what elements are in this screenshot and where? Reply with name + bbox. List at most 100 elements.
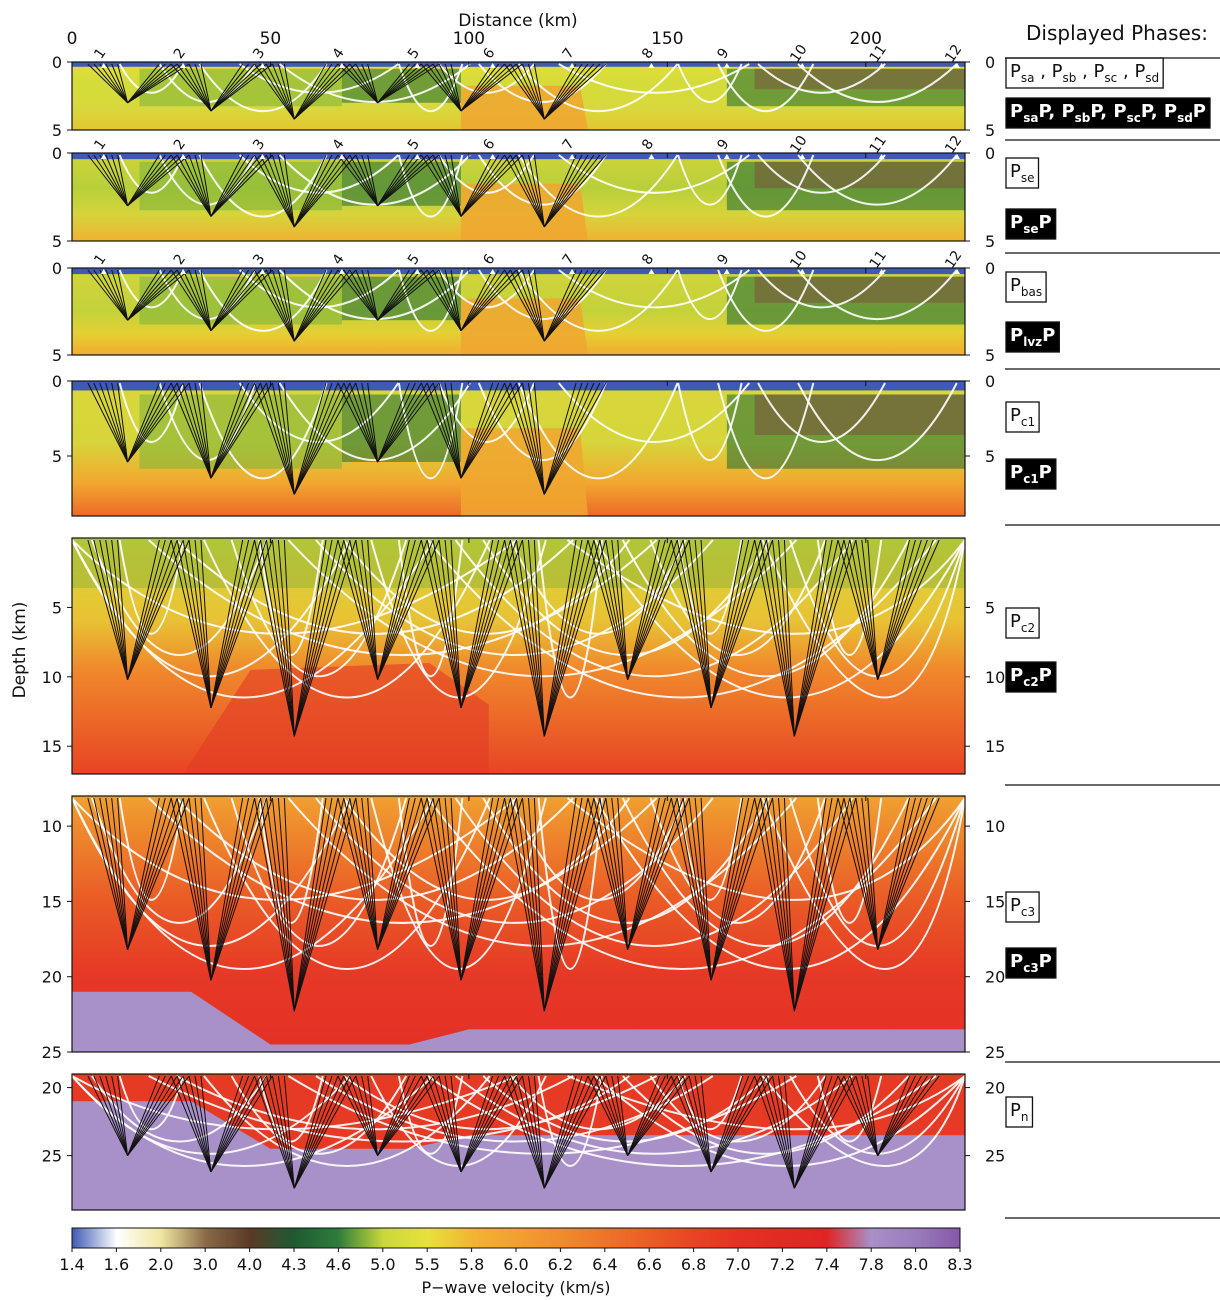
refracted-ray bbox=[342, 539, 631, 635]
reflected-ray bbox=[271, 269, 295, 342]
reflected-ray bbox=[105, 63, 129, 104]
reflected-ray bbox=[543, 63, 589, 120]
reflected-ray bbox=[627, 539, 660, 680]
reflected-ray bbox=[516, 269, 545, 342]
phase-label: Pc2 bbox=[1010, 611, 1035, 635]
reflected-ray bbox=[293, 154, 339, 228]
reflected-ray bbox=[367, 154, 379, 206]
y-tick-label: 0 bbox=[52, 144, 62, 163]
reflected-ray bbox=[533, 797, 545, 1012]
reflected-ray bbox=[710, 797, 773, 981]
reflected-ray bbox=[867, 797, 879, 950]
reflected-ray bbox=[361, 269, 379, 321]
reflected-ray bbox=[210, 269, 250, 331]
reflected-ray bbox=[438, 1075, 462, 1173]
station-marker bbox=[799, 269, 806, 274]
refracted-ray bbox=[797, 382, 958, 461]
station-label: 4 bbox=[329, 45, 347, 62]
reflected-ray bbox=[460, 382, 523, 479]
refracted-ray bbox=[797, 154, 958, 206]
reflected-ray bbox=[460, 63, 523, 112]
reflected-ray bbox=[293, 269, 327, 342]
reflected-ray bbox=[343, 382, 379, 463]
reflected-ray bbox=[700, 1075, 712, 1172]
reflected-ray bbox=[127, 797, 166, 950]
reflected-ray bbox=[127, 269, 172, 321]
colorbar-segment bbox=[471, 1228, 517, 1248]
y-tick-label: 10 bbox=[42, 668, 62, 687]
reflected-ray bbox=[127, 797, 178, 950]
refracted-ray bbox=[91, 1075, 268, 1143]
reflected-ray bbox=[605, 1075, 629, 1156]
reflected-ray bbox=[293, 539, 345, 737]
reflected-ray bbox=[127, 1075, 172, 1156]
reflected-ray bbox=[460, 1075, 517, 1173]
reflected-ray bbox=[420, 539, 462, 709]
reflected-ray bbox=[527, 269, 545, 342]
reflected-ray bbox=[182, 63, 212, 112]
reflected-ray bbox=[254, 1075, 295, 1189]
reflected-ray bbox=[93, 269, 128, 321]
reflected-ray bbox=[543, 382, 589, 495]
reflected-ray bbox=[111, 797, 129, 950]
reflected-ray bbox=[516, 539, 545, 737]
reflected-ray bbox=[460, 154, 523, 217]
reflected-ray bbox=[877, 539, 934, 680]
sediment-wedge bbox=[754, 68, 965, 90]
panel-c1-layer: 0 5 0 5 bbox=[52, 372, 995, 517]
reflected-ray bbox=[460, 63, 517, 112]
phase-label: Pc3 bbox=[1010, 895, 1035, 919]
reflected-ray bbox=[676, 539, 712, 709]
reflected-ray bbox=[170, 63, 212, 112]
reflected-ray bbox=[426, 797, 462, 981]
reflected-ray bbox=[611, 797, 629, 950]
reflected-ray bbox=[260, 1075, 295, 1189]
reflected-ray bbox=[710, 797, 750, 981]
reflected-ray bbox=[293, 1075, 327, 1189]
reflected-ray bbox=[710, 1075, 773, 1173]
phase-label: Pc3P bbox=[1010, 951, 1052, 975]
station-marker bbox=[489, 154, 496, 159]
reflected-ray bbox=[444, 1075, 462, 1173]
reflected-ray bbox=[444, 539, 462, 708]
reflected-ray bbox=[877, 539, 922, 680]
reflected-ray bbox=[111, 382, 129, 463]
reflected-ray bbox=[377, 63, 434, 104]
reflected-ray bbox=[254, 269, 295, 342]
reflected-ray bbox=[271, 797, 295, 1012]
reflected-ray bbox=[527, 797, 545, 1012]
phase-box bbox=[1005, 321, 1060, 353]
reflected-ray bbox=[117, 797, 129, 950]
reflected-ray bbox=[277, 539, 295, 737]
reflected-ray bbox=[117, 154, 129, 206]
reflected-ray bbox=[182, 269, 212, 331]
reflected-ray bbox=[293, 797, 333, 1012]
station-marker bbox=[414, 269, 421, 274]
reflected-ray bbox=[460, 382, 506, 479]
y-tick-label: 5 bbox=[52, 447, 62, 466]
station-label: 1 bbox=[91, 136, 109, 152]
reflected-ray bbox=[783, 539, 795, 737]
reflected-ray bbox=[710, 1075, 756, 1173]
reflected-ray bbox=[210, 382, 250, 479]
refracted-ray bbox=[677, 797, 743, 901]
reflected-ray bbox=[127, 63, 190, 104]
phase-box bbox=[1005, 607, 1040, 639]
reflected-ray bbox=[543, 539, 601, 737]
reflected-ray bbox=[543, 539, 583, 737]
reflected-ray bbox=[105, 1075, 129, 1156]
reflected-ray bbox=[293, 63, 345, 120]
reflected-ray bbox=[117, 539, 129, 680]
reflected-ray bbox=[543, 797, 583, 1012]
reflected-ray bbox=[265, 382, 295, 495]
reflected-ray bbox=[460, 539, 506, 709]
reflected-ray bbox=[754, 1075, 795, 1189]
refracted-ray bbox=[649, 539, 827, 657]
reflected-ray bbox=[605, 539, 629, 680]
y-tick-label-right: 0 bbox=[985, 372, 995, 391]
panel-frame bbox=[71, 537, 966, 775]
reflected-ray bbox=[377, 539, 422, 680]
reflected-ray bbox=[127, 797, 172, 950]
reflected-ray bbox=[793, 1075, 833, 1189]
reflected-ray bbox=[377, 382, 410, 463]
